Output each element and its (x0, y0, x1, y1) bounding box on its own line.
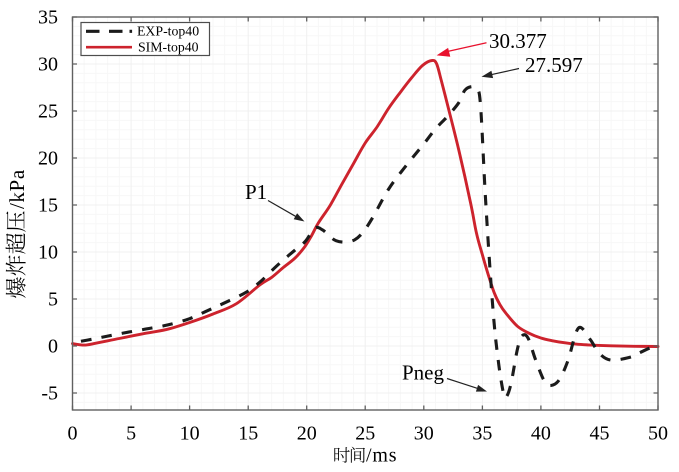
svg-text:5: 5 (48, 289, 58, 311)
svg-text:27.597: 27.597 (525, 53, 583, 77)
svg-text:/ms: /ms (366, 445, 397, 467)
svg-text:35: 35 (38, 7, 58, 29)
svg-text:10: 10 (180, 423, 200, 445)
svg-text:/kPa: /kPa (5, 169, 29, 209)
svg-text:20: 20 (38, 148, 58, 170)
svg-text:30: 30 (414, 423, 434, 445)
svg-text:40: 40 (531, 423, 551, 445)
svg-text:-5: -5 (41, 383, 58, 405)
svg-text:30.377: 30.377 (489, 29, 547, 53)
svg-text:45: 45 (590, 423, 610, 445)
svg-text:Pneg: Pneg (402, 361, 445, 385)
svg-text:SIM-top40: SIM-top40 (138, 40, 199, 55)
svg-text:20: 20 (297, 423, 317, 445)
svg-text:10: 10 (38, 242, 58, 264)
svg-text:25: 25 (355, 423, 375, 445)
svg-text:15: 15 (238, 423, 258, 445)
svg-text:EXP-top40: EXP-top40 (137, 24, 199, 39)
svg-text:35: 35 (472, 423, 492, 445)
svg-text:50: 50 (648, 423, 668, 445)
svg-text:5: 5 (126, 423, 136, 445)
svg-text:P1: P1 (245, 180, 267, 204)
svg-text:0: 0 (48, 336, 58, 358)
svg-text:15: 15 (38, 195, 58, 217)
svg-text:30: 30 (38, 54, 58, 76)
svg-text:25: 25 (38, 101, 58, 123)
svg-text:0: 0 (68, 423, 78, 445)
